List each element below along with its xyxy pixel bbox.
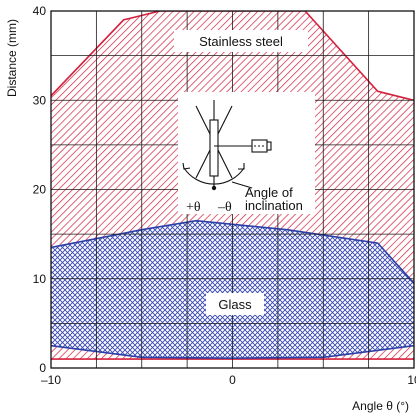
- inset-background: [178, 92, 315, 214]
- y-axis-label: Distance (mm): [5, 19, 19, 97]
- y-tick-label: 40: [33, 4, 47, 18]
- glass-label: Glass: [218, 297, 252, 312]
- inset-minus-theta: –θ: [217, 200, 232, 215]
- x-tick-label: 10: [407, 373, 416, 387]
- glass-label-background: [206, 293, 264, 315]
- inset-caption-line1: Angle of: [245, 185, 293, 200]
- plot-frame: [50, 10, 415, 369]
- boundary-upper-glass: [51, 219, 414, 284]
- sensor-diagram-icon: [182, 100, 272, 190]
- y-tick-label: 0: [39, 361, 46, 375]
- stainless-label-background: [174, 30, 308, 52]
- plot-border: [50, 10, 415, 369]
- y-tick-label: 20: [33, 183, 47, 197]
- x-tick-label: –10: [41, 373, 61, 387]
- pivot-point: [211, 185, 217, 191]
- y-tick-label: 30: [33, 93, 47, 107]
- stainless-steel-label: Stainless steel: [199, 34, 283, 49]
- x-axis-label: Angle θ (°): [352, 399, 409, 413]
- boundary-upper-stainless-steel: [51, 11, 414, 102]
- y-tick-label: 10: [33, 272, 47, 286]
- inset-plus-theta: +θ: [186, 200, 201, 215]
- inset-caption-line2: inclination: [245, 198, 303, 213]
- x-tick-label: 0: [229, 373, 236, 387]
- tick-labels: –10010010203040: [33, 4, 416, 387]
- inclination-inset: +θ –θ Angle of inclination: [178, 92, 315, 215]
